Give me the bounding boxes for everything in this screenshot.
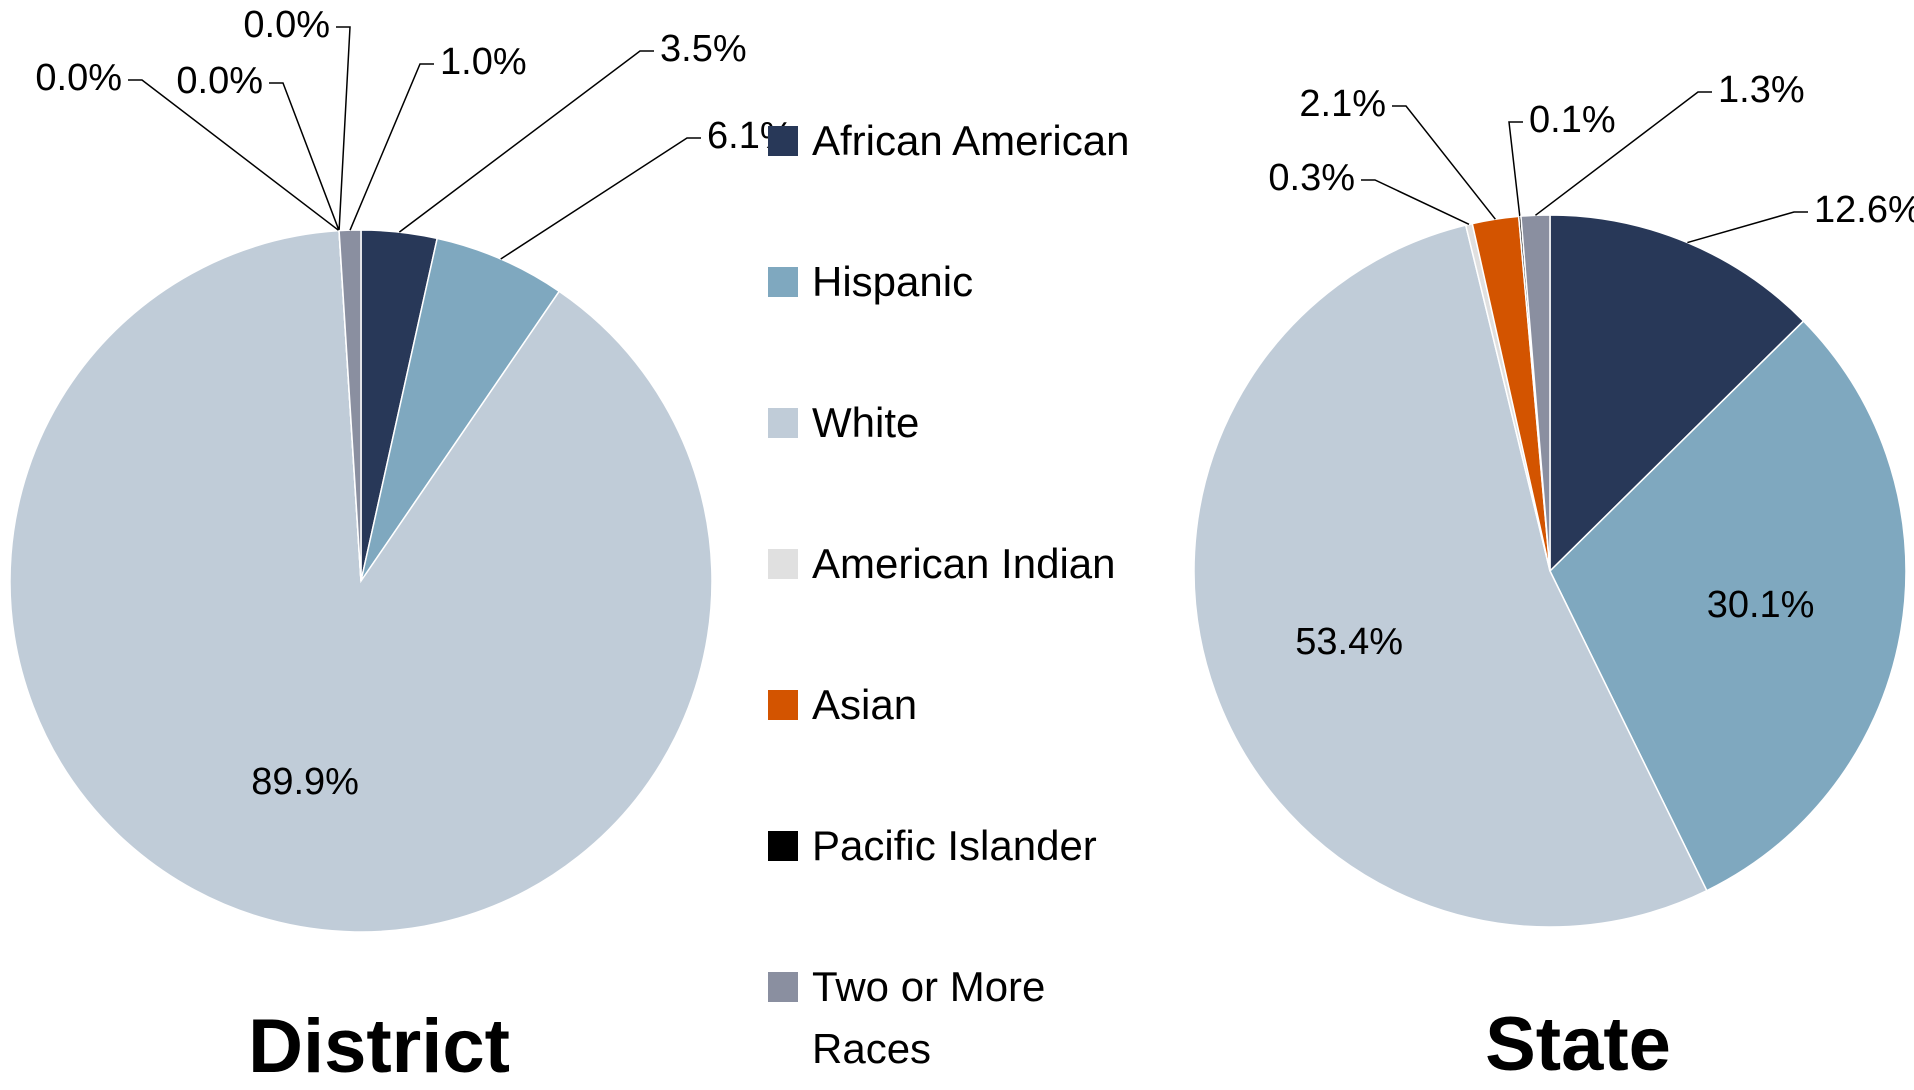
legend-swatch <box>768 972 798 1002</box>
data-label: 2.1% <box>1299 83 1386 125</box>
chart-title: State <box>1485 1002 1671 1087</box>
leader-line <box>269 82 340 231</box>
legend-label: White <box>812 399 920 446</box>
leader-line <box>128 79 340 232</box>
data-label: 30.1% <box>1707 584 1815 626</box>
legend-item: Two or More Races <box>768 962 1168 1080</box>
data-label: 1.3% <box>1718 69 1805 111</box>
leader-line <box>336 26 351 231</box>
leader-line <box>1392 105 1496 220</box>
leader-line <box>1508 121 1523 217</box>
leader-line <box>349 63 434 231</box>
pie-slice <box>1193 224 1708 928</box>
legend-label: American Indian <box>812 540 1116 587</box>
legend-label: Hispanic <box>812 258 974 305</box>
pie-slice <box>360 237 561 582</box>
legend-item: Hispanic <box>768 257 1168 313</box>
leader-line <box>500 137 701 260</box>
legend-label: Two or More Races <box>812 963 1046 1072</box>
legend-item: American Indian <box>768 539 1168 595</box>
legend-swatch <box>768 831 798 861</box>
leader-line <box>398 50 654 233</box>
legend-swatch <box>768 690 798 720</box>
legend-swatch <box>768 267 798 297</box>
legend-item: Asian <box>768 680 1168 736</box>
legend-swatch <box>768 126 798 156</box>
data-label: 89.9% <box>251 761 359 803</box>
data-label: 0.0% <box>176 60 263 102</box>
legend-item: African American <box>768 116 1168 172</box>
data-label: 3.5% <box>660 28 747 70</box>
pie-slice <box>1549 319 1907 892</box>
data-label: 0.3% <box>1268 157 1355 199</box>
legend-label: Asian <box>812 681 918 728</box>
data-label: 12.6% <box>1814 189 1914 231</box>
pie-slice <box>1549 214 1805 573</box>
leader-line <box>1687 211 1808 244</box>
legend-item: Pacific Islander <box>768 821 1168 877</box>
chart-title: District <box>248 1004 510 1089</box>
leader-line <box>1534 91 1712 216</box>
data-label: 1.0% <box>440 41 527 83</box>
pie-slice <box>338 229 362 582</box>
legend-label: African American <box>812 117 1130 164</box>
legend-label: Pacific Islander <box>812 822 1097 869</box>
data-label: 0.0% <box>35 57 122 99</box>
data-label: 53.4% <box>1295 621 1403 663</box>
pie-slice <box>9 229 713 933</box>
legend-item: White <box>768 398 1168 454</box>
leader-line <box>1361 179 1470 226</box>
data-label: 0.0% <box>243 4 330 46</box>
legend-swatch <box>768 549 798 579</box>
legend-swatch <box>768 408 798 438</box>
pie-slice <box>1520 214 1551 572</box>
data-label: 0.1% <box>1529 99 1616 141</box>
